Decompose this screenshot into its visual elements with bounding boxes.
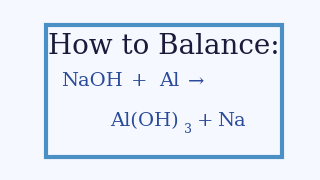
Text: NaOH: NaOH — [61, 72, 123, 90]
Text: +: + — [197, 112, 213, 130]
Text: How to Balance:: How to Balance: — [48, 33, 280, 60]
Text: Na: Na — [217, 112, 245, 130]
Text: 3: 3 — [184, 123, 192, 136]
Text: Al(OH): Al(OH) — [110, 112, 179, 130]
Text: →: → — [188, 72, 204, 90]
Text: Al: Al — [159, 72, 179, 90]
Text: +: + — [131, 72, 148, 90]
